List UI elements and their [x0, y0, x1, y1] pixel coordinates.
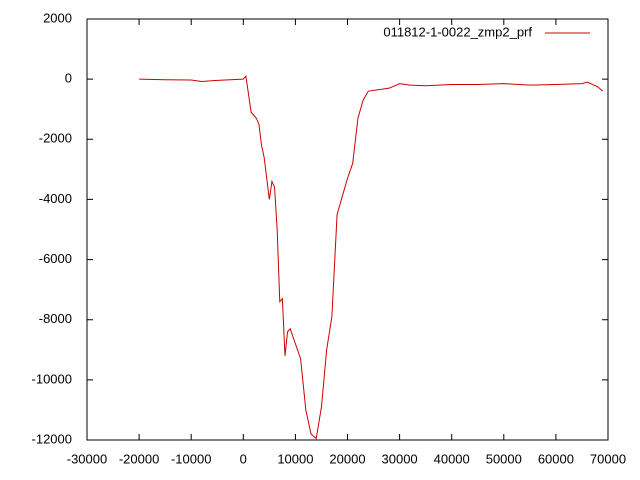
y-tick-label: 0	[65, 71, 72, 86]
x-tick-label: -10000	[171, 451, 211, 466]
x-tick-label: -20000	[119, 451, 159, 466]
legend-label: 011812-1-0022_zmp2_prf	[383, 24, 532, 39]
y-tick-label: 2000	[43, 10, 72, 25]
x-tick-label: 0	[240, 451, 247, 466]
y-tick-label: -2000	[39, 131, 72, 146]
data-line	[139, 74, 604, 440]
y-tick-label: -6000	[39, 251, 72, 266]
plot-frame	[86, 18, 609, 441]
x-tick-label: 20000	[329, 451, 365, 466]
x-tick-label: 30000	[382, 451, 418, 466]
x-tick-label: 10000	[277, 451, 313, 466]
x-tick-label: 40000	[434, 451, 470, 466]
x-tick-label: 50000	[486, 451, 522, 466]
y-tick-label: -10000	[32, 371, 72, 386]
x-tick-label: -30000	[67, 451, 107, 466]
y-tick-label: -4000	[39, 191, 72, 206]
y-tick-label: -12000	[32, 431, 72, 446]
x-tick-label: 70000	[590, 451, 626, 466]
x-tick-label: 60000	[538, 451, 574, 466]
y-tick-label: -8000	[39, 311, 72, 326]
